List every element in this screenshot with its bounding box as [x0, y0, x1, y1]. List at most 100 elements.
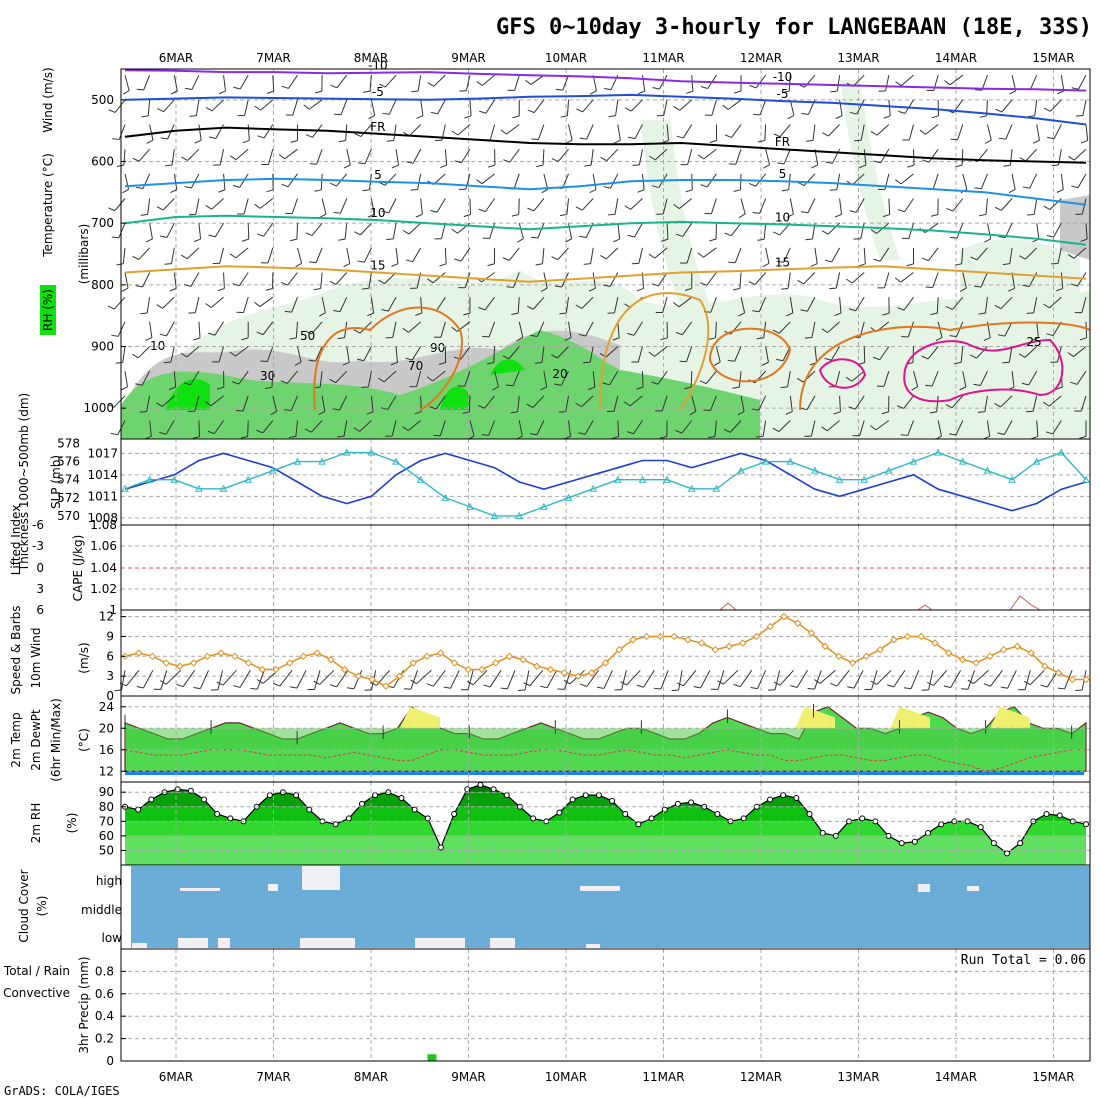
- wind-barb: [851, 272, 865, 284]
- minmax-axis-title: (6hr Min/Max): [49, 698, 63, 782]
- wind-barb-flag: [281, 85, 289, 89]
- wind-barb: [654, 346, 668, 357]
- wind10m-barb: [814, 670, 822, 690]
- tick-label: 20: [99, 721, 114, 735]
- wind-barb-flag: [426, 376, 434, 382]
- wind-barb: [814, 247, 818, 264]
- wind-barb: [388, 198, 397, 213]
- wind-barb: [138, 148, 151, 162]
- wind-barb: [807, 198, 816, 214]
- thickness-point: [466, 502, 474, 510]
- wind-barb: [1000, 198, 1013, 211]
- wind-barb: [173, 371, 177, 388]
- cloud-block: [268, 884, 278, 891]
- wind-barb-flag: [284, 409, 292, 412]
- wind-barb: [383, 370, 397, 383]
- wind-barb: [709, 395, 717, 411]
- wind10m-barb-flag: [290, 686, 298, 689]
- wind-barb-flag: [564, 337, 572, 341]
- wind10m-barb-flag: [790, 685, 798, 688]
- wind-barb-flag: [477, 405, 485, 409]
- wind10m-barb: [472, 669, 488, 686]
- wind10m-point: [1068, 675, 1076, 684]
- wind-barb: [173, 173, 178, 190]
- wind-barb: [315, 346, 323, 362]
- wind-barb: [238, 272, 249, 287]
- date-label-bottom: 9MAR: [451, 1070, 486, 1084]
- wind-barb-flag: [116, 263, 124, 266]
- wind10m-barb: [546, 670, 558, 689]
- wind-barb: [384, 173, 397, 186]
- wind10m-barb: [239, 670, 251, 688]
- tick-label: 0.6: [95, 987, 114, 1001]
- wind-barb-flag: [353, 427, 360, 432]
- thickness-point: [244, 475, 253, 483]
- wind-barb-flag: [193, 337, 201, 341]
- precip-bars: [427, 1054, 437, 1061]
- wind-barb-flag: [256, 331, 264, 336]
- wind-barb-flag: [1019, 255, 1026, 260]
- thickness-point: [564, 493, 573, 501]
- wind-barb-flag: [806, 139, 814, 142]
- wind-barb-flag: [377, 377, 385, 383]
- wind-barb-flag: [673, 302, 680, 308]
- wind10m-point: [1082, 675, 1090, 684]
- wind-barb: [703, 148, 717, 160]
- wind-barb-flag: [217, 288, 225, 292]
- date-label-bottom: 10MAR: [545, 1070, 587, 1084]
- wind-barb: [461, 148, 471, 164]
- wind10m-barb-flag: [518, 689, 526, 691]
- wind-barb-flag: [648, 253, 656, 259]
- wind-barb: [464, 371, 471, 387]
- wind-barb-flag: [107, 403, 115, 408]
- wind-barb-flag: [240, 436, 248, 439]
- wind-barb-flag: [479, 110, 487, 114]
- legend-convective: Convective: [3, 986, 70, 1000]
- wind-barb: [247, 124, 250, 141]
- wind-barb-flag: [752, 310, 760, 313]
- wind-barb-flag: [1051, 164, 1059, 167]
- wind-barb: [986, 223, 992, 239]
- wind-barb-flag: [303, 104, 310, 110]
- wind-barb-flag: [411, 90, 419, 93]
- wind-barb: [260, 99, 274, 111]
- wind10m-barb-flag: [483, 684, 491, 688]
- rh2m-point: [780, 792, 787, 799]
- wind-barb-flag: [673, 204, 680, 209]
- wind10m-grid: [121, 610, 1090, 697]
- wind-barb-flag: [332, 408, 340, 411]
- wind-barb: [482, 74, 495, 86]
- wind-barb-flag: [492, 386, 499, 391]
- wind-barb-flag: [1032, 139, 1040, 144]
- wind-barb: [641, 75, 646, 92]
- rh2m-point: [293, 792, 300, 799]
- wind-barb-flag: [732, 386, 740, 389]
- wind-barb-flag: [613, 238, 620, 243]
- wind-barb: [320, 173, 323, 190]
- thickness-point: [811, 466, 819, 474]
- wind-barb-flag: [516, 336, 524, 342]
- wind10m-point: [464, 665, 472, 674]
- wind-barb: [925, 124, 939, 135]
- wind10m-point: [1013, 642, 1022, 651]
- thickness-point: [170, 475, 179, 483]
- wind-barb: [173, 75, 178, 91]
- wind-barb: [506, 124, 520, 135]
- wind-barb-flag: [954, 361, 962, 365]
- wind-barb-flag: [944, 80, 951, 86]
- wind10m-barb: [256, 670, 265, 690]
- thickness-point: [121, 484, 129, 492]
- wind-barb-flag: [367, 213, 375, 218]
- wind-barb-flag: [402, 426, 409, 431]
- wind-barb-flag: [946, 207, 954, 212]
- wind-barb-flag: [170, 90, 178, 95]
- wind-barb: [590, 247, 594, 264]
- wind-barb: [214, 222, 224, 238]
- wind-barb-flag: [116, 164, 124, 168]
- wind-barb-flag: [464, 115, 472, 119]
- wind10m-barb: [222, 669, 237, 686]
- wind-barb-flag: [334, 113, 342, 116]
- wind-barb-flag: [994, 304, 1002, 310]
- wind-barb-flag: [254, 105, 261, 111]
- wind-barb: [1073, 148, 1087, 161]
